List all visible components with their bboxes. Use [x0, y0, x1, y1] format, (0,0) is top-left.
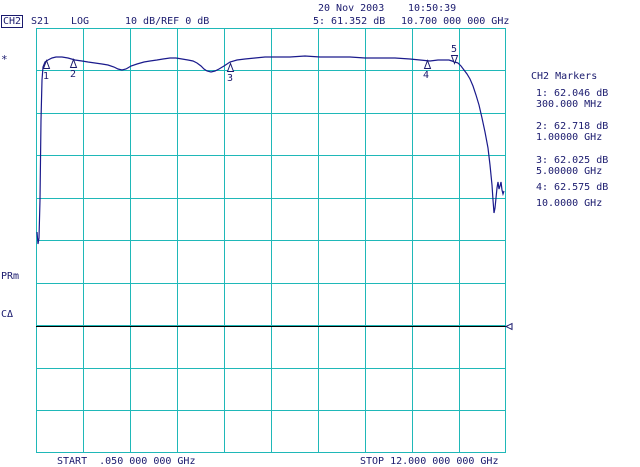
marker-2-value: 2: 62.718 dB: [536, 121, 609, 132]
marker-4-frequency: 10.0000 GHz: [536, 198, 603, 209]
prm-label: PRm: [1, 271, 20, 282]
marker-1-icon: [42, 59, 51, 69]
marker-2-icon: [69, 58, 78, 68]
active-marker-frequency: 10.700 000 000 GHz: [401, 16, 510, 27]
marker-3-value: 3: 62.025 dB: [536, 155, 609, 166]
marker-5-icon: [450, 55, 459, 65]
status-star: *: [1, 53, 8, 66]
format-label[interactable]: LOG: [71, 16, 90, 27]
start-frequency[interactable]: START .050 000 000 GHz: [57, 456, 196, 467]
stop-frequency[interactable]: STOP 12.000 000 000 GHz: [360, 456, 499, 467]
marker-5-number: 5: [451, 44, 457, 55]
active-marker-value: 5: 61.352 dB: [313, 16, 386, 27]
marker-4-number: 4: [423, 70, 429, 81]
marker-3-number: 3: [227, 73, 233, 84]
marker-2-frequency: 1.00000 GHz: [536, 132, 603, 143]
channel-tag[interactable]: CH2: [1, 15, 24, 28]
marker-1-frequency: 300.000 MHz: [536, 99, 603, 110]
date-label: 20 Nov 2003: [318, 3, 385, 14]
marker-4-value: 4: 62.575 dB: [536, 182, 609, 193]
marker-4-icon: [423, 59, 432, 69]
delta-label: CΔ: [1, 309, 14, 320]
time-label: 10:50:39: [408, 3, 457, 14]
scale-label[interactable]: 10 dB/REF 0 dB: [125, 16, 210, 27]
marker-1-number: 1: [43, 71, 49, 82]
reference-arrow-icon: [504, 322, 513, 331]
marker-2-number: 2: [70, 69, 76, 80]
marker-1-value: 1: 62.046 dB: [536, 88, 609, 99]
marker-3-frequency: 5.00000 GHz: [536, 166, 603, 177]
markers-panel-title: CH2 Markers: [531, 71, 598, 82]
s21-trace: [36, 55, 505, 245]
marker-3-icon: [226, 62, 235, 72]
graticule: [36, 28, 506, 453]
parameter-label[interactable]: S21: [31, 16, 50, 27]
